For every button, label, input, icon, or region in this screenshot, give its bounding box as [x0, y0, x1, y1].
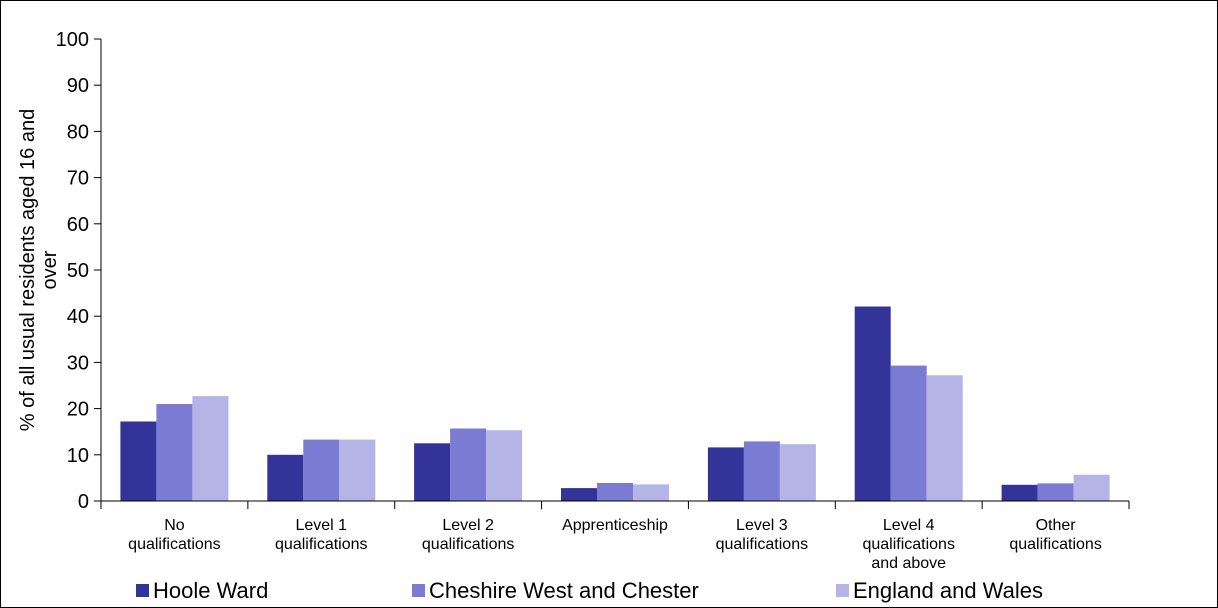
- y-tick-label: 70: [67, 168, 89, 190]
- x-category-label: Level 3 qualifications: [716, 517, 809, 553]
- bar-1-6: [854, 306, 891, 501]
- y-tick-label: 90: [67, 75, 89, 97]
- legend: Hoole Ward Cheshire West and Chester Engla…: [136, 578, 1043, 603]
- bar-3-7: [1073, 474, 1110, 501]
- x-category-label: Other qualifications: [1009, 517, 1102, 553]
- bar-3-5: [779, 444, 816, 501]
- x-category-label: Apprenticeship: [562, 517, 668, 534]
- bar-2-7: [1037, 483, 1074, 501]
- y-ticks: 0 10 20 30 40 50 60 70 80 90 100: [56, 29, 101, 513]
- bar-2-6: [890, 365, 927, 501]
- y-axis-label-group: % of all usual residents aged 16 andover: [17, 109, 61, 431]
- x-category-label: Level 4 qualifications and above: [862, 517, 955, 572]
- y-tick-label: 80: [67, 121, 89, 143]
- x-category-label: Level 2 qualifications: [422, 517, 515, 553]
- legend-label-1: Hoole Ward: [153, 578, 268, 603]
- bar-2-3: [450, 428, 487, 501]
- bar-3-6: [926, 375, 963, 501]
- bar-3-1: [192, 396, 229, 501]
- axes: [100, 39, 1130, 509]
- y-axis-label: % of all usual residents aged 16 andover: [17, 109, 61, 431]
- y-tick-label: 100: [56, 29, 89, 51]
- bar-2-1: [156, 404, 193, 501]
- bar-3-4: [633, 484, 669, 501]
- x-category-labels: No qualifications Level 1 qualifications Lev…: [128, 517, 1102, 572]
- y-tick-label: 50: [67, 260, 89, 282]
- bars: [120, 306, 1110, 502]
- bar-3-2: [339, 439, 376, 501]
- bar-2-5: [743, 441, 780, 501]
- bar-1-4: [561, 488, 597, 501]
- x-category-label: Level 1 qualifications: [275, 517, 368, 553]
- y-tick-label: 30: [67, 352, 89, 374]
- x-category-label: No qualifications: [128, 517, 221, 553]
- legend-swatch-2: [412, 584, 425, 597]
- y-tick-label: 0: [78, 491, 89, 513]
- y-tick-label: 40: [67, 306, 89, 328]
- bar-1-1: [120, 421, 157, 501]
- bar-3-3: [486, 430, 523, 501]
- legend-label-3: England and Wales: [853, 578, 1043, 603]
- y-tick-label: 20: [67, 399, 89, 421]
- bar-2-4: [597, 483, 633, 501]
- bar-1-7: [1001, 484, 1038, 501]
- legend-label-2: Cheshire West and Chester: [429, 578, 699, 603]
- y-tick-label: 10: [67, 445, 89, 467]
- legend-swatch-1: [136, 584, 149, 597]
- legend-swatch-3: [836, 584, 849, 597]
- bar-1-2: [267, 454, 304, 501]
- bar-1-5: [707, 447, 744, 501]
- y-tick-label: 60: [67, 214, 89, 236]
- bar-1-3: [414, 443, 451, 502]
- bar-2-2: [303, 439, 340, 501]
